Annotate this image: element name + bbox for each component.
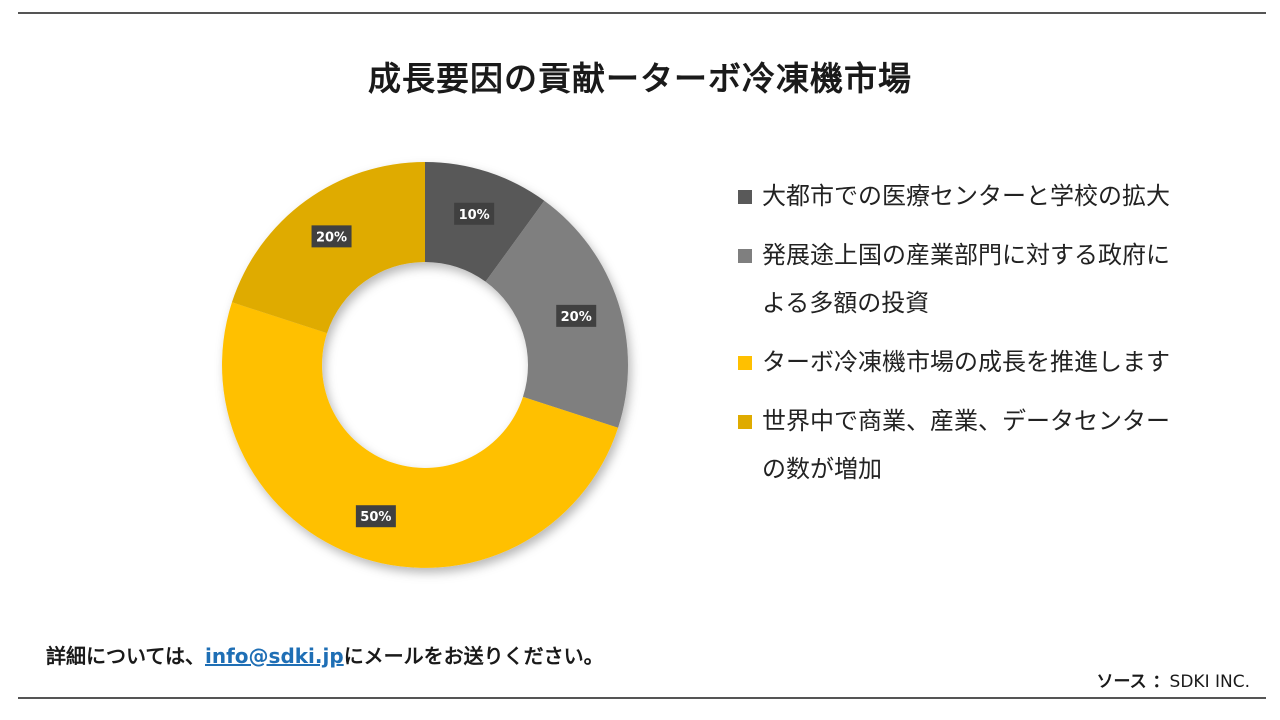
data-label-text: 10% — [459, 208, 490, 223]
donut-slice-3 — [222, 302, 619, 568]
legend-label: 世界中で商業、産業、データセンターの数が増加 — [762, 407, 1170, 483]
chart-title: 成長要因の貢献ーターボ冷凍機市場 — [368, 59, 912, 98]
legend-swatch — [738, 249, 752, 263]
data-label-box — [311, 225, 352, 248]
data-label-box — [355, 505, 396, 528]
legend-item-2: 発展途上国の産業部門に対する政府による多額の投資 — [738, 237, 1178, 327]
data-label-box — [556, 304, 597, 327]
source-label: ソース ： — [1096, 672, 1170, 692]
data-label-1: 10% — [454, 202, 495, 225]
legend-item-3: ターボ冷凍機市場の成長を推進します — [738, 344, 1178, 386]
legend-label: 大都市での医療センターと学校の拡大 — [762, 182, 1170, 210]
footer-note-suffix: にメールをお送りください。 — [343, 644, 604, 668]
legend-swatch — [738, 415, 752, 429]
data-label-2: 20% — [556, 304, 597, 327]
legend-label: 発展途上国の産業部門に対する政府による多額の投資 — [762, 241, 1170, 317]
legend-item-4: 世界中で商業、産業、データセンターの数が増加 — [738, 403, 1178, 493]
donut-slice-4 — [231, 162, 425, 334]
data-label-text: 20% — [316, 230, 347, 245]
footer-note-prefix: 詳細については、 — [46, 644, 205, 668]
chart-legend: 大都市での医療センターと学校の拡大発展途上国の産業部門に対する政府による多額の投… — [738, 178, 1178, 510]
data-label-text: 50% — [360, 510, 391, 525]
source-credit: ソース ：SDKI INC. — [1096, 667, 1250, 692]
footer-note: 詳細については、info@sdki.jpにメールをお送りください。 — [46, 640, 604, 669]
data-label-3: 50% — [355, 505, 396, 528]
email-link[interactable]: info@sdki.jp — [205, 644, 344, 668]
legend-label: ターボ冷凍機市場の成長を推進します — [762, 348, 1170, 376]
data-label-4: 20% — [311, 225, 352, 248]
data-label-text: 20% — [561, 310, 592, 325]
legend-item-1: 大都市での医療センターと学校の拡大 — [738, 178, 1178, 220]
legend-swatch — [738, 190, 752, 204]
legend-swatch — [738, 356, 752, 370]
bottom-rule — [18, 697, 1266, 699]
source-value: SDKI INC. — [1169, 672, 1250, 692]
donut-chart: 10% 20% 50% 20% — [222, 162, 628, 568]
data-label-box — [454, 202, 495, 225]
top-rule — [18, 12, 1266, 14]
